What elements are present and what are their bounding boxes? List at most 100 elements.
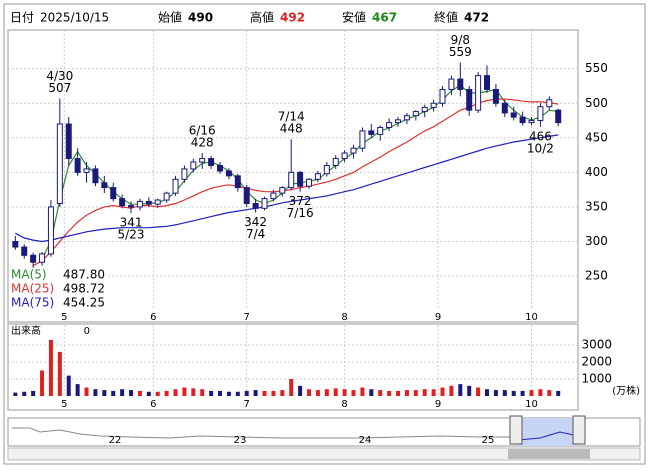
open-label: 始値 — [158, 10, 182, 25]
candle-body — [466, 88, 473, 111]
candle-body — [56, 123, 63, 204]
candle-body — [439, 88, 446, 104]
legend-name: MA(5) — [11, 268, 47, 282]
candle-body — [412, 111, 419, 117]
close-label: 終値 — [434, 10, 458, 25]
volume-bar — [547, 390, 552, 396]
navigator-label: 24 — [359, 435, 372, 446]
candle-body — [537, 106, 544, 122]
low-label: 安値 — [342, 10, 366, 25]
candle-body — [83, 168, 90, 173]
annotation-date: 10/2 — [527, 141, 554, 155]
volume-bar — [129, 390, 134, 396]
volume-bar — [342, 389, 347, 396]
x-tick-label: 7 — [244, 312, 250, 323]
navigator-window[interactable] — [518, 418, 578, 446]
x-tick-label: 5 — [61, 399, 67, 410]
candle-body — [519, 116, 526, 124]
ma-line — [15, 134, 559, 243]
navigator-handle-left[interactable] — [509, 415, 523, 445]
volume-bar — [422, 389, 427, 396]
annotation-value: 466 — [529, 129, 552, 143]
annotation-value: 448 — [280, 122, 303, 136]
volume-bar — [13, 392, 18, 396]
low: 467 — [372, 11, 397, 25]
volume-bar — [75, 384, 80, 396]
volume-bar — [538, 389, 543, 396]
volume-panel — [7, 323, 579, 411]
annotation-date: 7/4 — [246, 227, 265, 241]
navigator-handle-right[interactable] — [572, 415, 586, 445]
volume-bar — [449, 385, 454, 396]
y-tick-label: 350 — [585, 199, 608, 213]
volume-bar — [298, 385, 303, 396]
scrollbar-thumb[interactable] — [508, 449, 590, 459]
volume-bar — [271, 390, 276, 396]
navigator-line — [12, 427, 512, 439]
candle-body — [30, 254, 37, 263]
x-tick-label: 7 — [244, 399, 250, 410]
volume-bar — [369, 389, 374, 396]
volume-bar — [333, 388, 338, 396]
candle-body — [314, 173, 321, 180]
x-tick-label: 10 — [525, 312, 538, 323]
candle-body — [190, 161, 197, 170]
candle-body — [377, 126, 384, 135]
candle-body — [546, 99, 553, 108]
candle-body — [341, 152, 348, 160]
volume-bar — [31, 390, 36, 396]
annotation-date: 9/8 — [451, 33, 470, 47]
volume-bar — [235, 391, 240, 396]
volume-bar — [200, 389, 205, 396]
candle-body — [448, 78, 455, 90]
volume-bar — [173, 389, 178, 396]
volume-bar — [137, 390, 142, 396]
volume-bar — [351, 390, 356, 396]
frame — [3, 3, 646, 465]
legend-value: 454.25 — [63, 296, 105, 310]
annotation-date: 5/23 — [118, 228, 145, 242]
volume-bar — [111, 390, 116, 396]
candle-body — [47, 206, 54, 255]
open: 490 — [188, 11, 213, 25]
candle-body — [225, 170, 232, 177]
candle-body — [306, 178, 313, 187]
volume-bar — [485, 389, 490, 396]
volume-bar — [324, 389, 329, 396]
volume-bar — [502, 390, 507, 396]
legend: MA(5) 487.80 MA(25) 498.72 MA(75) 454.25 — [9, 268, 107, 310]
candle-body — [128, 205, 135, 208]
candle-body — [270, 192, 277, 200]
volume-bar — [84, 387, 89, 396]
candle-body — [154, 199, 161, 205]
candle-body — [119, 198, 126, 207]
volume-bar — [226, 391, 231, 396]
volume-bar — [155, 391, 160, 396]
y-tick-label: 400 — [585, 165, 608, 179]
x-tick-label: 10 — [525, 399, 538, 410]
y-tick-label: 450 — [585, 130, 608, 144]
volume-bar — [520, 390, 525, 396]
x-tick-label: 9 — [435, 399, 441, 410]
y-tick-label: 300 — [585, 234, 608, 248]
candle-body — [386, 122, 393, 128]
candle-body — [403, 115, 410, 121]
volume-bar — [146, 391, 151, 396]
scrollbar[interactable] — [7, 447, 641, 461]
volume-bar — [467, 385, 472, 396]
volume-title: 出来高 — [11, 324, 41, 337]
candle-body — [350, 147, 357, 154]
candle-body — [199, 158, 206, 163]
annotation-value: 507 — [48, 81, 71, 95]
candle-body — [101, 182, 108, 189]
volume-bar — [253, 390, 258, 396]
candle-body — [208, 158, 215, 166]
candle-body — [484, 75, 491, 90]
legend-value: 498.72 — [63, 282, 105, 296]
candle-body — [181, 168, 188, 180]
volume-bar — [244, 390, 249, 396]
